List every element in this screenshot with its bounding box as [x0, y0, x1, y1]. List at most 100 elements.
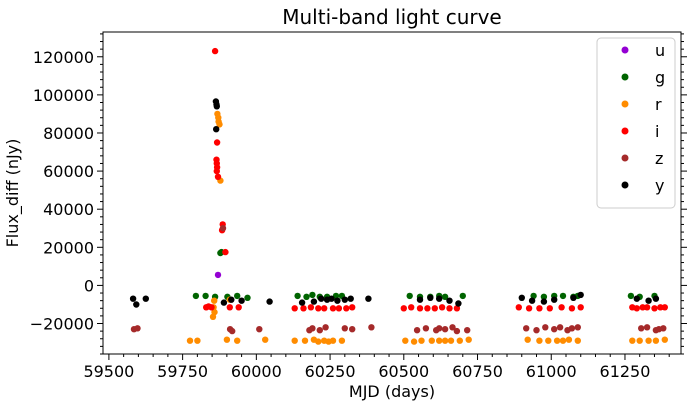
data-point-y	[133, 301, 140, 308]
data-points	[129, 47, 668, 345]
data-point-y	[633, 295, 640, 302]
data-point-y	[213, 126, 220, 133]
data-point-z	[436, 325, 443, 332]
data-point-y	[266, 298, 273, 305]
data-point-y	[570, 294, 577, 301]
y-tick-label: 20000	[43, 238, 94, 257]
legend-label-z: z	[655, 149, 663, 168]
x-tick-label: 59500	[83, 362, 134, 381]
legend-label-g: g	[655, 68, 665, 87]
data-point-z	[349, 326, 356, 333]
data-point-z	[256, 326, 263, 333]
y-tick-label: 40000	[43, 200, 94, 219]
data-point-r	[441, 337, 449, 344]
data-point-r	[565, 336, 573, 343]
data-point-r	[301, 337, 309, 344]
data-point-y	[518, 294, 525, 301]
data-point-i	[657, 304, 664, 311]
data-point-y	[238, 297, 245, 304]
data-point-y	[551, 296, 558, 303]
data-point-y	[328, 295, 335, 302]
data-point-i	[329, 305, 337, 312]
data-point-g	[192, 292, 200, 300]
data-point-r	[209, 313, 217, 320]
data-point-i	[515, 304, 522, 311]
data-point-u	[214, 271, 222, 279]
data-point-i	[453, 305, 461, 312]
data-point-g	[309, 291, 316, 299]
data-point-y	[427, 294, 434, 301]
data-point-r	[545, 337, 552, 344]
data-point-z	[229, 327, 236, 335]
data-point-g	[244, 294, 251, 301]
data-point-r	[645, 337, 652, 344]
data-point-y	[528, 297, 536, 304]
data-point-g	[540, 293, 548, 300]
data-point-i	[235, 304, 242, 311]
legend-marker-z	[621, 154, 629, 162]
data-point-y	[220, 299, 228, 306]
data-point-z	[568, 325, 576, 332]
data-point-z	[341, 325, 348, 332]
y-tick-label: 0	[84, 276, 94, 295]
data-point-r	[338, 337, 346, 344]
data-point-z	[638, 325, 645, 332]
data-point-z	[422, 325, 430, 332]
data-point-z	[523, 325, 530, 332]
chart-title: Multi-band light curve	[282, 5, 502, 29]
data-point-z	[413, 327, 421, 334]
data-point-i	[214, 173, 222, 180]
data-point-z	[542, 324, 549, 331]
data-point-y	[298, 299, 306, 306]
data-point-z	[134, 325, 141, 332]
data-point-g	[441, 293, 449, 300]
data-point-y	[129, 295, 137, 302]
legend-marker-i	[621, 127, 629, 135]
data-point-y	[347, 295, 354, 302]
data-point-z	[219, 225, 227, 232]
data-point-r	[262, 336, 269, 343]
data-point-r	[436, 337, 443, 344]
x-tick-label: 60500	[378, 362, 429, 381]
data-point-i	[321, 305, 328, 312]
data-point-y	[455, 300, 462, 307]
data-point-i	[213, 139, 221, 146]
data-point-y	[652, 295, 660, 302]
legend-label-i: i	[655, 122, 659, 141]
data-point-r	[652, 337, 660, 344]
y-tick-label: 60000	[43, 162, 94, 181]
data-point-r	[661, 336, 668, 343]
data-point-z	[643, 324, 651, 331]
data-point-i	[349, 304, 356, 311]
data-point-i	[343, 305, 350, 312]
data-point-y	[318, 295, 325, 302]
data-point-y	[436, 295, 443, 302]
data-point-r	[315, 338, 322, 345]
data-point-g	[559, 292, 567, 300]
data-point-z	[533, 327, 540, 334]
data-point-y	[416, 296, 424, 303]
legend-marker-u	[621, 46, 629, 54]
data-point-z	[660, 325, 667, 332]
data-point-i	[213, 167, 220, 175]
y-tick-label: 100000	[33, 86, 94, 105]
data-point-g	[234, 292, 241, 300]
data-point-i	[400, 305, 407, 312]
y-axis-ticks: −20000 0 20000 40000 60000 80000 100000 120000	[30, 33, 687, 355]
data-point-g	[627, 292, 635, 300]
data-point-i	[568, 305, 576, 312]
x-axis-label: MJD (days)	[349, 382, 435, 401]
plot-frame	[102, 31, 682, 355]
legend-marker-r	[621, 100, 629, 108]
data-point-r	[536, 337, 543, 344]
data-point-z	[556, 324, 564, 331]
data-point-g	[406, 292, 413, 300]
data-point-z	[464, 327, 471, 334]
data-point-i	[291, 305, 298, 312]
legend-marker-y	[621, 181, 629, 189]
data-point-y	[540, 298, 548, 305]
data-point-i	[536, 305, 543, 312]
data-point-i	[643, 304, 651, 311]
